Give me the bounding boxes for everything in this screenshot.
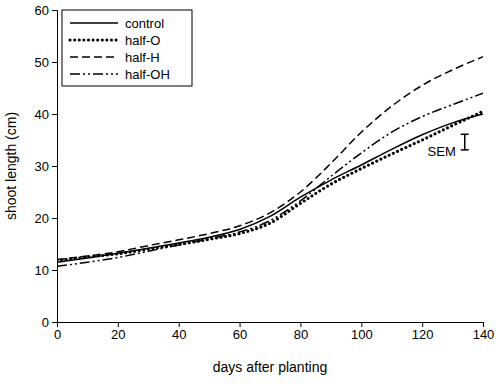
y-tick-label: 60 bbox=[35, 3, 49, 18]
y-tick-mark bbox=[52, 218, 57, 219]
chart: 0 20 40 60 80 100 120 140 0 10 20 30 40 50 60 SEM contro… bbox=[0, 0, 500, 386]
x-tick-label: 80 bbox=[294, 327, 308, 342]
y-tick-mark bbox=[52, 114, 57, 115]
y-tick-label: 50 bbox=[35, 55, 49, 70]
y-tick-label: 30 bbox=[35, 159, 49, 174]
y-tick-label: 20 bbox=[35, 211, 49, 226]
x-tick-label: 100 bbox=[351, 327, 373, 342]
y-tick-label: 10 bbox=[35, 263, 49, 278]
legend-swatch bbox=[70, 22, 118, 24]
x-tick: 100 bbox=[351, 322, 373, 342]
y-axis-title: shoot length (cm) bbox=[3, 112, 19, 220]
x-tick-label: 60 bbox=[233, 327, 247, 342]
y-axis-line bbox=[52, 11, 58, 323]
y-tick-mark bbox=[52, 322, 57, 323]
y-tick: 60 bbox=[35, 3, 57, 18]
x-axis: 0 20 40 60 80 100 120 140 bbox=[54, 322, 494, 342]
sem-bar-cap-bottom bbox=[461, 149, 469, 151]
series-line bbox=[57, 114, 483, 262]
y-tick: 40 bbox=[35, 107, 57, 122]
legend-box bbox=[62, 10, 192, 86]
y-tick-label: 40 bbox=[35, 107, 49, 122]
y-tick: 20 bbox=[35, 211, 57, 226]
x-tick: 40 bbox=[172, 322, 186, 342]
x-tick: 20 bbox=[111, 322, 125, 342]
plot-area: 0 20 40 60 80 100 120 140 0 10 20 30 40 50 60 SEM contro… bbox=[35, 3, 495, 343]
legend-swatch bbox=[70, 39, 118, 42]
sem-bar bbox=[461, 134, 469, 150]
legend-swatch bbox=[70, 73, 118, 75]
series-line bbox=[57, 111, 483, 260]
y-tick-mark bbox=[52, 10, 57, 11]
x-tick-label: 40 bbox=[172, 327, 186, 342]
y-tick: 50 bbox=[35, 55, 57, 70]
y-tick-mark bbox=[52, 270, 57, 271]
legend-label: half-O bbox=[125, 33, 160, 48]
series-line bbox=[57, 57, 483, 260]
legend: control half-O half-H half-OH bbox=[62, 10, 192, 86]
sem-bar-stem bbox=[464, 134, 466, 150]
x-tick: 80 bbox=[294, 322, 308, 342]
x-tick-label: 0 bbox=[54, 327, 61, 342]
series-line bbox=[57, 93, 483, 266]
y-tick: 0 bbox=[42, 315, 57, 330]
sem-label: SEM bbox=[428, 144, 456, 159]
x-tick-label: 120 bbox=[412, 327, 434, 342]
lines bbox=[57, 57, 483, 267]
y-tick: 10 bbox=[35, 263, 57, 278]
x-tick: 60 bbox=[233, 322, 247, 342]
y-tick-label: 0 bbox=[42, 315, 49, 330]
legend-label: half-OH bbox=[125, 67, 170, 82]
x-axis-title: days after planting bbox=[213, 359, 327, 375]
y-tick-mark bbox=[52, 62, 57, 63]
legend-label: half-H bbox=[125, 50, 160, 65]
x-tick: 140 bbox=[473, 322, 495, 342]
x-tick-label: 20 bbox=[111, 327, 125, 342]
x-tick: 120 bbox=[412, 322, 434, 342]
x-tick: 0 bbox=[54, 322, 61, 342]
y-tick: 30 bbox=[35, 159, 57, 174]
y-axis: 0 10 20 30 40 50 60 bbox=[35, 3, 58, 330]
legend-swatch bbox=[70, 56, 118, 58]
legend-label: control bbox=[125, 16, 164, 31]
y-tick-mark bbox=[52, 166, 57, 167]
sem-bar-cap-top bbox=[461, 134, 469, 136]
x-tick-label: 140 bbox=[473, 327, 495, 342]
